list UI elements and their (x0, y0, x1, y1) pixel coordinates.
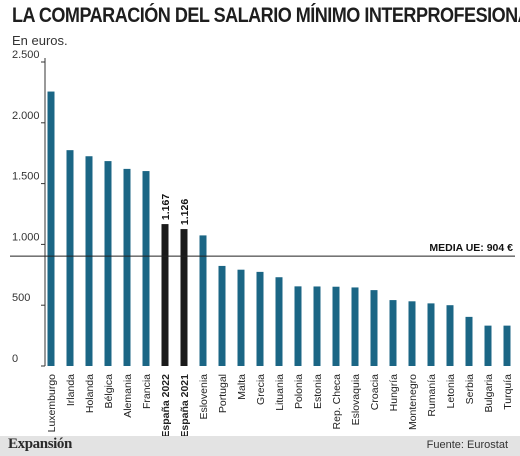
bar (446, 305, 454, 366)
category-label: España 2021 (179, 374, 191, 436)
bar (123, 168, 131, 366)
brand-logo: Expansión (8, 436, 72, 452)
bar (427, 303, 435, 366)
y-tick-label: 2.000 (12, 110, 40, 122)
category-label: Hungría (388, 374, 400, 412)
footer-bar: Expansión Fuente: Eurostat (0, 436, 520, 456)
bar-chart: 0 500 1.000 1.500 2.000 2.500 Luxemburgo Irland… (10, 49, 515, 436)
y-tick-label: 500 (12, 292, 30, 304)
y-tick-label: 0 (12, 353, 18, 365)
category-label: España 2022 (160, 374, 172, 436)
bar (66, 150, 74, 366)
bar (142, 171, 150, 366)
chart-subtitle: En euros. (12, 33, 68, 48)
bar (370, 290, 378, 366)
y-tick-label: 1.000 (12, 231, 40, 243)
bar (351, 287, 359, 366)
bar (218, 265, 226, 366)
category-label: Lituania (274, 374, 286, 411)
bar (389, 300, 397, 366)
category-label: Serbia (464, 374, 476, 405)
category-label: Rumanía (426, 374, 438, 417)
bar (199, 235, 207, 366)
bar (47, 91, 55, 366)
bar (332, 286, 340, 366)
category-label: Alemania (122, 374, 134, 418)
category-label: Bélgica (103, 374, 115, 409)
bar (408, 301, 416, 366)
bar (161, 224, 169, 366)
y-tick-label: 2.500 (12, 49, 40, 61)
category-label: Estonia (312, 374, 324, 409)
category-label: Portugal (217, 374, 229, 413)
category-label: Montenegro (407, 374, 419, 430)
category-label: Grecia (255, 374, 267, 405)
category-label: Letonia (445, 374, 457, 409)
source-note: Fuente: Eurostat (426, 439, 508, 451)
category-label: Bulgaria (483, 374, 495, 413)
category-label: Irlanda (65, 374, 77, 406)
eu-average-label: MEDIA UE: 904 € (429, 242, 513, 254)
category-label: Eslovenia (198, 374, 210, 420)
chart-title: LA COMPARACIÓN DEL SALARIO MÍNIMO INTERP… (12, 4, 520, 27)
value-label: 1.167 (160, 194, 172, 220)
bar (104, 161, 112, 366)
category-label: Holanda (84, 374, 96, 413)
bar (237, 269, 245, 366)
bar (484, 325, 492, 366)
bar (275, 277, 283, 366)
category-label: Polonia (293, 374, 305, 409)
bar (503, 325, 511, 366)
bar (256, 271, 264, 366)
category-label: Eslovaquia (350, 374, 362, 426)
category-label: Turquía (502, 374, 514, 410)
category-label: Luxemburgo (46, 374, 58, 433)
category-label: Francia (141, 374, 153, 409)
y-tick-label: 1.500 (12, 171, 40, 183)
bar (465, 316, 473, 366)
bar (294, 286, 302, 366)
value-label: 1.126 (179, 199, 191, 225)
category-label: Malta (236, 374, 248, 400)
bar (313, 286, 321, 366)
category-label: Croacia (369, 374, 381, 410)
bar (180, 229, 188, 366)
bar (85, 156, 93, 366)
category-label: Rep. Checa (331, 374, 343, 430)
